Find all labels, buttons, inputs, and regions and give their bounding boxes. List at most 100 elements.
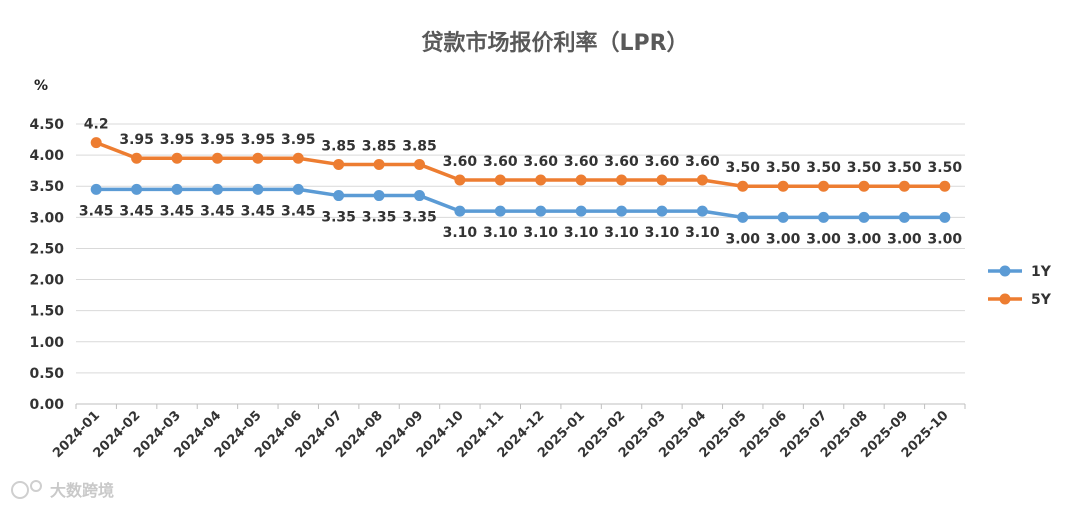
y-tick-label: 4.50 [29, 117, 64, 133]
data-point-5Y [616, 174, 628, 186]
data-label-5Y: 3.95 [281, 132, 316, 148]
legend-marker-1Y [999, 265, 1011, 277]
data-point-1Y [333, 190, 345, 202]
data-point-5Y [413, 158, 425, 170]
data-point-5Y [373, 158, 385, 170]
data-label-5Y: 3.50 [725, 160, 760, 176]
data-point-1Y [373, 190, 385, 202]
data-point-5Y [211, 152, 223, 164]
data-point-1Y [252, 183, 264, 195]
data-point-1Y [616, 205, 628, 217]
data-label-5Y: 3.95 [160, 132, 195, 148]
data-label-5Y: 3.95 [241, 132, 276, 148]
data-label-5Y: 3.60 [483, 154, 518, 170]
data-point-1Y [292, 183, 304, 195]
chart-title: 贷款市场报价利率（LPR） [421, 30, 688, 56]
data-label-5Y: 3.60 [685, 154, 720, 170]
y-tick-label: 0.00 [29, 397, 64, 413]
data-point-1Y [171, 183, 183, 195]
legend-label-5Y: 5Y [1031, 292, 1052, 308]
data-point-5Y [535, 174, 547, 186]
data-label-1Y: 3.00 [725, 231, 760, 247]
data-point-1Y [777, 211, 789, 223]
data-point-5Y [494, 174, 506, 186]
y-tick-label: 2.50 [29, 241, 64, 257]
data-point-5Y [777, 180, 789, 192]
watermark-text: 大数跨境 [50, 481, 114, 500]
series-line-1Y [96, 187, 945, 220]
y-axis-unit: % [34, 78, 48, 94]
data-label-1Y: 3.45 [200, 203, 235, 219]
legend-label-1Y: 1Y [1031, 264, 1052, 280]
data-label-1Y: 3.10 [483, 225, 518, 241]
y-tick-label: 2.00 [29, 273, 64, 289]
data-label-1Y: 3.00 [887, 231, 922, 247]
data-label-5Y: 3.50 [766, 160, 801, 176]
data-point-5Y [333, 158, 345, 170]
data-label-1Y: 3.45 [160, 203, 195, 219]
data-point-1Y [898, 211, 910, 223]
gridlines [75, 123, 966, 409]
y-tick-label: 1.00 [29, 335, 64, 351]
data-label-1Y: 3.00 [766, 231, 801, 247]
data-label-5Y: 3.50 [806, 160, 841, 176]
data-label-5Y: 3.50 [928, 160, 963, 176]
data-label-5Y: 3.95 [200, 132, 235, 148]
data-point-5Y [292, 152, 304, 164]
data-label-1Y: 3.10 [443, 225, 478, 241]
data-point-1Y [413, 190, 425, 202]
data-label-5Y: 3.60 [645, 154, 680, 170]
data-label-1Y: 3.35 [321, 210, 356, 226]
data-label-5Y: 3.50 [847, 160, 882, 176]
y-tick-label: 3.00 [29, 210, 64, 226]
data-point-1Y [131, 183, 143, 195]
data-point-1Y [494, 205, 506, 217]
data-label-5Y: 3.60 [564, 154, 599, 170]
data-label-5Y: 3.85 [362, 138, 397, 154]
data-label-1Y: 3.10 [685, 225, 720, 241]
data-point-1Y [454, 205, 466, 217]
data-point-5Y [858, 180, 870, 192]
y-tick-label: 4.00 [29, 148, 64, 164]
data-label-1Y: 3.10 [564, 225, 599, 241]
data-point-1Y [858, 211, 870, 223]
series-lines [90, 137, 951, 223]
watermark: 大数跨境 [11, 480, 114, 500]
data-label-1Y: 3.10 [604, 225, 639, 241]
data-label-5Y: 3.85 [402, 138, 437, 154]
data-point-5Y [939, 180, 951, 192]
watermark-logo-dot-icon [30, 480, 42, 492]
data-label-1Y: 3.10 [645, 225, 680, 241]
data-point-1Y [696, 205, 708, 217]
data-label-1Y: 3.45 [79, 203, 114, 219]
x-tick-labels: 2024-012024-022024-032024-042024-052024-… [50, 408, 951, 461]
data-label-5Y: 3.60 [523, 154, 558, 170]
data-point-1Y [737, 211, 749, 223]
data-label-1Y: 3.10 [523, 225, 558, 241]
data-point-5Y [737, 180, 749, 192]
data-label-1Y: 3.45 [241, 203, 276, 219]
legend-marker-5Y [999, 293, 1011, 305]
y-tick-label: 1.50 [29, 304, 64, 320]
y-tick-label: 3.50 [29, 179, 64, 195]
data-label-1Y: 3.00 [806, 231, 841, 247]
data-label-5Y: 3.85 [321, 138, 356, 154]
data-point-1Y [656, 205, 668, 217]
data-label-1Y: 3.00 [928, 231, 963, 247]
data-point-1Y [939, 211, 951, 223]
data-point-1Y [818, 211, 830, 223]
data-label-1Y: 3.35 [402, 210, 437, 226]
data-point-5Y [131, 152, 143, 164]
data-point-1Y [211, 183, 223, 195]
data-label-5Y: 3.60 [604, 154, 639, 170]
data-point-5Y [696, 174, 708, 186]
data-point-5Y [90, 137, 102, 149]
watermark-logo-icon [11, 481, 29, 499]
data-point-1Y [575, 205, 587, 217]
data-point-5Y [454, 174, 466, 186]
data-label-5Y: 3.60 [443, 154, 478, 170]
data-point-5Y [656, 174, 668, 186]
y-tick-label: 0.50 [29, 366, 64, 382]
data-point-5Y [818, 180, 830, 192]
